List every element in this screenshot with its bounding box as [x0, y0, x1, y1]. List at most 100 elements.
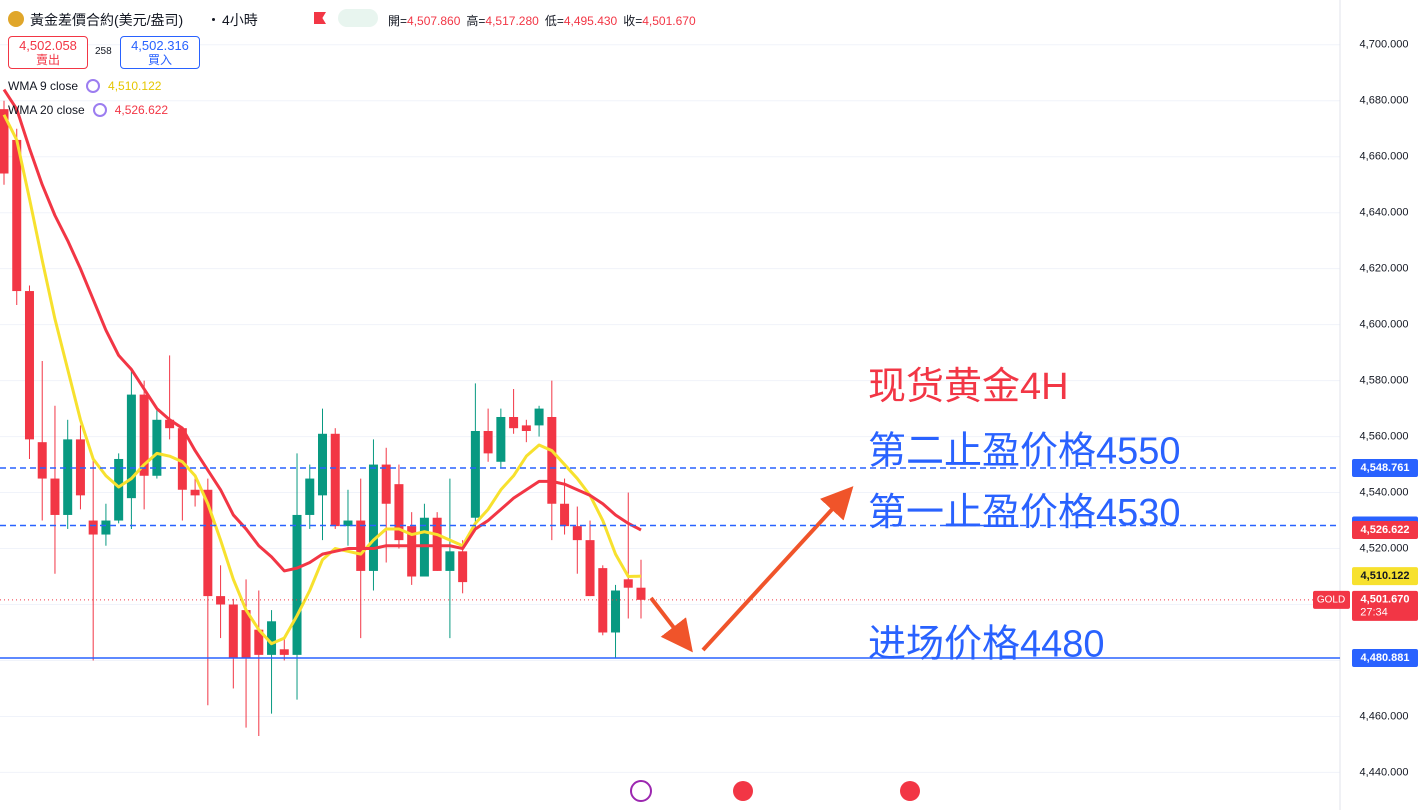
candle-body: [37, 442, 47, 479]
plot: [0, 44, 1340, 773]
candle-body: [356, 520, 366, 571]
y-tick-label: 4,680.000: [1360, 95, 1409, 107]
y-tick-label: 4,540.000: [1360, 486, 1409, 498]
candle-body: [228, 604, 238, 658]
status-pill[interactable]: [338, 9, 378, 27]
candle-body: [483, 430, 493, 454]
indicator-name: WMA 20 close: [8, 103, 85, 117]
ohlc-label: 低=: [544, 14, 564, 28]
price-line-label: 4,480.881: [1361, 652, 1410, 664]
sell-price: 4,502.058: [19, 38, 77, 53]
flag-icon[interactable]: [314, 12, 326, 24]
candle-body: [0, 109, 9, 174]
y-tick-label: 4,620.000: [1360, 263, 1409, 275]
flag-icon[interactable]: [900, 781, 920, 801]
candle-body: [368, 464, 378, 571]
candle-body: [330, 433, 340, 527]
indicator-axis-label-bg: [1352, 520, 1418, 539]
price-line-label: 4,548.761: [1361, 462, 1410, 474]
symbol-tag-bg: [1313, 590, 1350, 609]
candle-body: [394, 484, 404, 541]
y-tick-label: 4,600.000: [1360, 319, 1409, 331]
candle-body: [152, 419, 162, 476]
buy-label: 買入: [147, 53, 172, 67]
buy-button[interactable]: 4,502.316 買入: [120, 36, 200, 69]
candle-body: [165, 419, 175, 429]
indicator-axis-label: 4,510.122: [1361, 570, 1410, 582]
ohlc-value: 4,501.670: [642, 14, 696, 28]
ohlc-value: 4,495.430: [563, 14, 618, 28]
candle-body: [101, 520, 111, 535]
candle-body: [88, 520, 98, 535]
sell-button[interactable]: 4,502.058 賣出: [8, 36, 88, 69]
candle-body: [279, 649, 289, 655]
candle-body: [318, 433, 327, 496]
indicator-name: WMA 9 close: [8, 79, 79, 93]
candle-body: [343, 520, 353, 527]
candle-body: [547, 416, 557, 504]
candle-body: [496, 416, 506, 462]
candle-body: [598, 568, 608, 633]
countdown: 27:34: [1360, 607, 1388, 619]
candle-body: [190, 489, 200, 496]
annotation: 第一止盈价格4530: [868, 492, 1181, 534]
candle-body: [585, 540, 595, 597]
y-tick-label: 4,560.000: [1360, 430, 1409, 442]
indicator-legend[interactable]: WMA 20 close 4,526.622: [8, 103, 168, 117]
candle-body: [623, 579, 633, 588]
candle-body: [177, 428, 187, 490]
annotation: 进场价格4480: [868, 624, 1105, 666]
candle-body: [267, 621, 277, 655]
last-price-label: 4,501.670: [1361, 594, 1410, 606]
y-tick-label: 4,700.000: [1360, 39, 1409, 51]
candle-body: [139, 394, 149, 476]
candle-body: [50, 478, 60, 515]
indicator-value: 4,510.122: [108, 79, 162, 93]
ohlc-item: 高=4,517.280: [466, 12, 538, 29]
candle-body: [305, 478, 315, 515]
candle-body: [470, 430, 480, 518]
indicator-value: 4,526.622: [114, 103, 169, 117]
ohlc-item: 低=4,495.430: [545, 12, 617, 29]
candle-body: [126, 394, 136, 499]
candle-body: [611, 590, 621, 633]
flag-icon[interactable]: [733, 781, 753, 801]
indicator-icon: [92, 103, 107, 117]
y-tick-label: 4,520.000: [1360, 542, 1409, 554]
ohlc-value: 4,507.860: [407, 14, 461, 28]
ohlc-label: 高=: [466, 14, 486, 28]
arrow-down: [649, 596, 693, 653]
ohlc-value: 4,517.280: [485, 14, 539, 28]
interval[interactable]: 4小時: [222, 12, 258, 28]
annotation: 现货黄金4H: [868, 366, 1069, 408]
symbol[interactable]: 黃金差價合約(美元/盎司): [30, 12, 184, 28]
sell-label: 賣出: [35, 53, 60, 67]
y-tick-label: 4,440.000: [1360, 766, 1409, 778]
candle-body: [572, 526, 582, 541]
indicator-legend[interactable]: WMA 9 close 4,510.122: [8, 79, 161, 93]
symbol-icon: [8, 11, 24, 27]
symbol-tag: GOLD: [1317, 594, 1345, 605]
ohlc-item: 收=4,501.670: [623, 12, 695, 29]
candle-body: [24, 291, 34, 440]
indicator-icon: [86, 79, 101, 93]
candle-body: [63, 439, 73, 515]
indicator-axis-label-bg: [1352, 567, 1418, 586]
event-icon[interactable]: [630, 780, 652, 802]
candle-body: [458, 551, 468, 583]
candle-body: [114, 458, 124, 521]
candle-body: [534, 408, 544, 426]
annotation: 第二止盈价格4550: [868, 430, 1181, 472]
last-price-bg: [1352, 590, 1418, 621]
indicator-axis-label: 4,526.622: [1361, 524, 1410, 536]
candle-body: [407, 526, 417, 577]
ohlc-label: 收=: [623, 14, 643, 28]
candle-body: [560, 503, 570, 527]
price-line-label-bg: [1352, 459, 1418, 478]
ohlc-item: 開=4,507.860: [388, 12, 460, 29]
indicator-line: [2, 88, 642, 573]
arrow-up: [701, 486, 854, 652]
y-tick-label: 4,580.000: [1360, 375, 1409, 387]
separator-dot: [212, 18, 215, 21]
